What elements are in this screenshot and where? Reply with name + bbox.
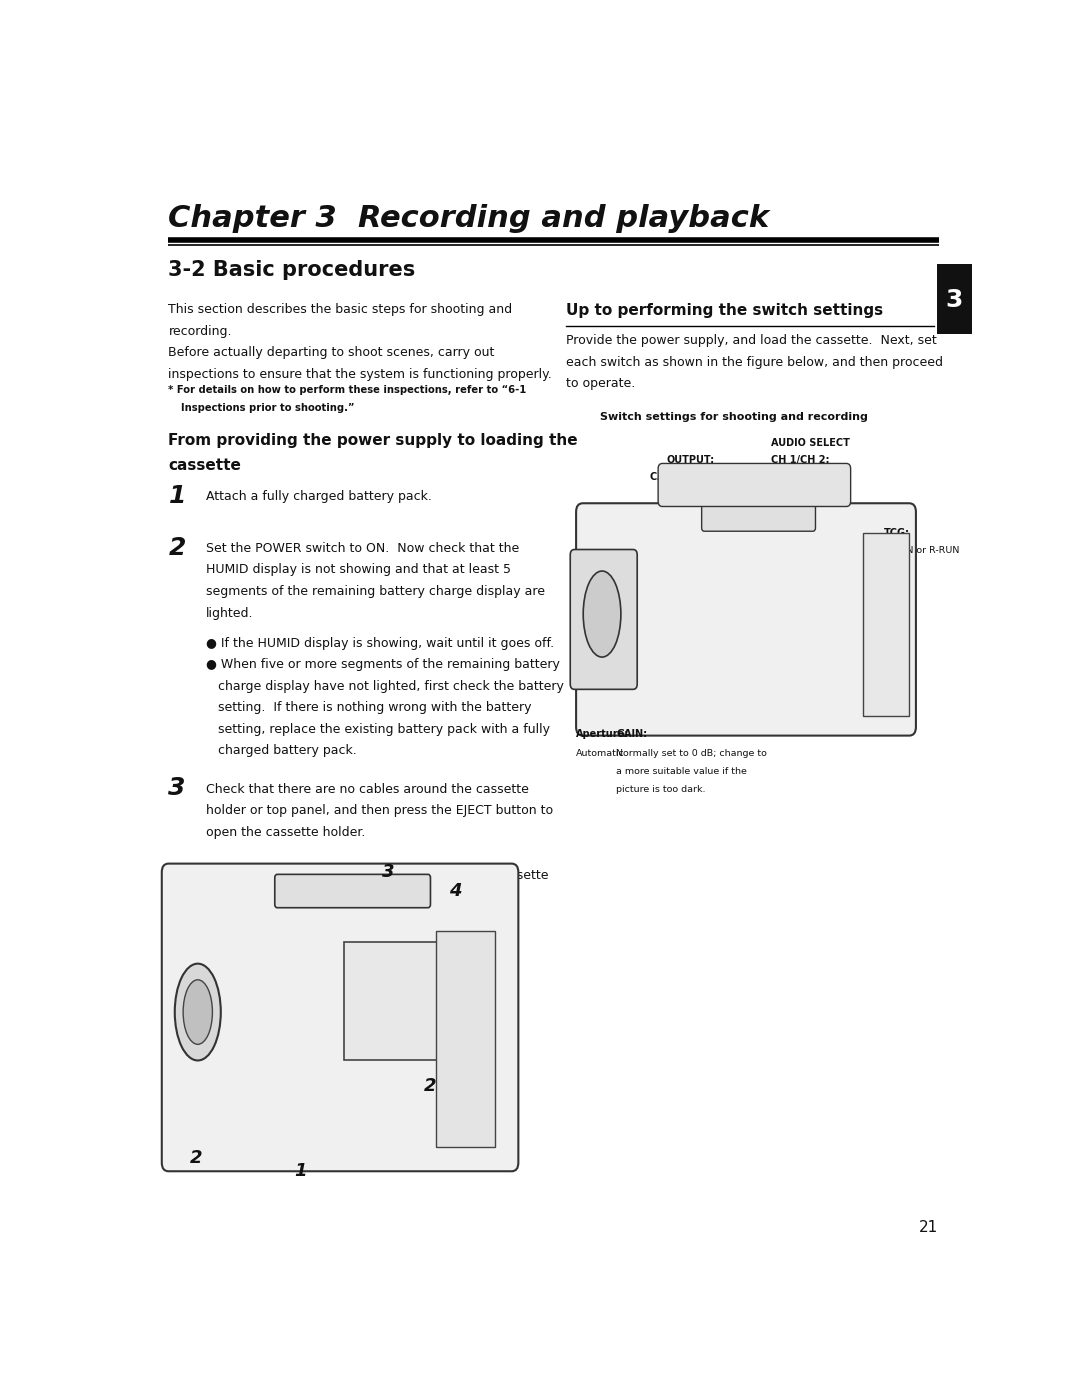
FancyBboxPatch shape (658, 464, 851, 507)
Text: * For details on how to perform these inspections, refer to “6-1: * For details on how to perform these in… (168, 386, 527, 395)
Text: Before actually departing to shoot scenes, carry out: Before actually departing to shoot scene… (168, 346, 495, 359)
FancyBboxPatch shape (576, 503, 916, 736)
Text: setting.  If there is nothing wrong with the battery: setting. If there is nothing wrong with … (206, 701, 531, 714)
Text: 2: 2 (168, 535, 186, 560)
Text: 2: 2 (189, 1148, 202, 1166)
Text: CH 1/CH 2:: CH 1/CH 2: (771, 455, 829, 465)
Text: 3: 3 (382, 862, 394, 880)
Text: each switch as shown in the figure below, and then proceed: each switch as shown in the figure below… (566, 356, 943, 369)
Text: GAIN:: GAIN: (617, 729, 647, 739)
Text: inspections to ensure that the system is functioning properly.: inspections to ensure that the system is… (168, 367, 552, 381)
Text: Normally set to 0 dB; change to: Normally set to 0 dB; change to (617, 749, 767, 757)
Text: cassette: cassette (168, 458, 241, 474)
Text: AUTO: AUTO (771, 472, 801, 482)
Text: 1: 1 (294, 1161, 307, 1179)
Text: After checking the following points, insert the cassette: After checking the following points, ins… (206, 869, 549, 882)
Text: tape and close the cassette holder.: tape and close the cassette holder. (206, 890, 427, 904)
Text: This section describes the basic steps for shooting and: This section describes the basic steps f… (168, 303, 513, 316)
Text: 3: 3 (168, 777, 186, 800)
Text: AUDIO SELECT: AUDIO SELECT (771, 437, 850, 447)
Text: Inspections prior to shooting.”: Inspections prior to shooting.” (181, 404, 354, 414)
Ellipse shape (583, 571, 621, 657)
Text: picture is too dark.: picture is too dark. (617, 785, 705, 793)
Text: recording.: recording. (168, 324, 232, 338)
Text: 4: 4 (449, 882, 461, 900)
Text: Up to performing the switch settings: Up to performing the switch settings (566, 303, 883, 319)
Text: 2: 2 (423, 1077, 436, 1095)
Text: 3-2 Basic procedures: 3-2 Basic procedures (168, 260, 416, 281)
Text: to operate.: to operate. (566, 377, 635, 390)
Text: From providing the power supply to loading the: From providing the power supply to loadi… (168, 433, 578, 448)
Text: Aperture:: Aperture: (576, 729, 630, 739)
Text: Chapter 3  Recording and playback: Chapter 3 Recording and playback (168, 204, 770, 233)
Text: lighted.: lighted. (206, 606, 254, 619)
Text: a more suitable value if the: a more suitable value if the (617, 767, 747, 775)
Text: OUTPUT:: OUTPUT: (666, 455, 715, 465)
Text: CAM/AUTO KNEE ON: CAM/AUTO KNEE ON (650, 472, 759, 482)
Text: F-RUN or R-RUN: F-RUN or R-RUN (885, 546, 959, 555)
FancyBboxPatch shape (436, 932, 495, 1147)
FancyBboxPatch shape (345, 942, 454, 1060)
Text: 3: 3 (946, 288, 963, 312)
FancyBboxPatch shape (274, 875, 431, 908)
FancyBboxPatch shape (570, 549, 637, 689)
Text: Automatic: Automatic (576, 749, 625, 757)
Ellipse shape (184, 979, 213, 1045)
Text: 21: 21 (919, 1220, 939, 1235)
FancyBboxPatch shape (162, 863, 518, 1171)
Text: 4: 4 (168, 862, 186, 887)
Text: segments of the remaining battery charge display are: segments of the remaining battery charge… (206, 585, 545, 598)
Text: ● Tape slack: ● Tape slack (206, 933, 286, 947)
Text: ● When five or more segments of the remaining battery: ● When five or more segments of the rema… (206, 658, 561, 671)
Text: setting, replace the existing battery pack with a fully: setting, replace the existing battery pa… (206, 722, 550, 736)
Text: ● If the HUMID display is showing, wait until it goes off.: ● If the HUMID display is showing, wait … (206, 637, 554, 650)
Text: holder or top panel, and then press the EJECT button to: holder or top panel, and then press the … (206, 805, 553, 817)
Text: charge display have not lighted, first check the battery: charge display have not lighted, first c… (206, 680, 564, 693)
FancyBboxPatch shape (702, 493, 815, 531)
Text: Provide the power supply, and load the cassette.  Next, set: Provide the power supply, and load the c… (566, 334, 936, 348)
FancyBboxPatch shape (863, 534, 909, 717)
Text: ● Position of the accidental erasure prevent tab: ● Position of the accidental erasure pre… (206, 912, 508, 925)
Text: Check that there are no cables around the cassette: Check that there are no cables around th… (206, 782, 529, 796)
Text: HUMID display is not showing and that at least 5: HUMID display is not showing and that at… (206, 563, 511, 577)
Text: Switch settings for shooting and recording: Switch settings for shooting and recordi… (599, 412, 867, 422)
Text: 1: 1 (168, 483, 186, 509)
Text: charged battery pack.: charged battery pack. (206, 745, 356, 757)
Ellipse shape (175, 964, 220, 1060)
Text: Set the POWER switch to ON.  Now check that the: Set the POWER switch to ON. Now check th… (206, 542, 519, 555)
Bar (936, 264, 972, 334)
Text: Attach a fully charged battery pack.: Attach a fully charged battery pack. (206, 490, 432, 503)
Text: TCG:: TCG: (885, 528, 910, 538)
Text: open the cassette holder.: open the cassette holder. (206, 826, 365, 840)
